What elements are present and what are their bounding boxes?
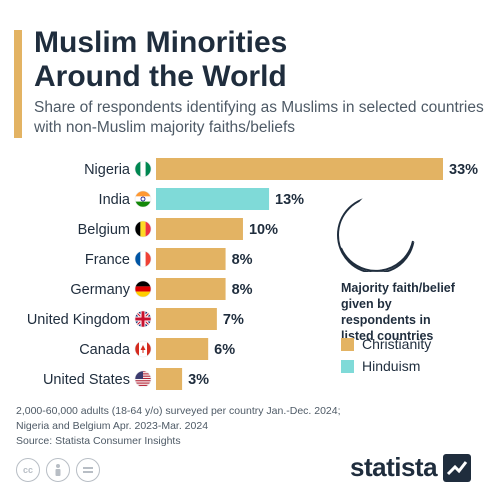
bar-united-kingdom [156,308,217,330]
value-label: 8% [232,252,253,268]
survey-footnote: 2,000-60,000 adults (18-64 y/o) surveyed… [16,404,396,434]
statista-logo[interactable]: statista [350,452,472,483]
bar-germany [156,278,226,300]
bar-india [156,188,270,210]
footnote-line2: Nigeria and Belgium Apr. 2023-Mar. 2024 [16,420,209,432]
value-label: 8% [232,282,253,298]
legend-label-christianity: Christianity [362,336,432,352]
nd-icon[interactable] [76,458,100,482]
category-label: India [99,192,131,208]
india-flag-icon [134,190,152,208]
chart-title-line2: Around the World [34,60,287,93]
license-icons: cc [16,458,106,482]
title-accent-bar [14,30,22,138]
category-label: Germany [70,282,130,298]
cc-icon[interactable]: cc [16,458,40,482]
us-flag-icon [134,370,152,388]
value-label: 7% [223,312,244,328]
belgium-flag-icon [134,220,152,238]
germany-flag-icon [134,280,152,298]
canada-flag-icon [134,340,152,358]
bar-chart: Nigeria 33% India 13% Belgium 10% France 8% Germ… [27,158,478,390]
statista-logo-icon [443,453,472,482]
category-label: Belgium [78,222,130,238]
value-label: 33% [449,162,478,178]
bar-france [156,248,226,270]
uk-flag-icon [134,310,152,328]
legend-label-hinduism: Hinduism [362,358,421,374]
value-label: 13% [275,192,304,208]
footnote-line1: 2,000-60,000 adults (18-64 y/o) surveyed… [16,405,341,417]
value-label: 6% [214,342,235,358]
legend-swatch-hinduism [341,359,354,373]
category-label: United States [43,372,130,388]
france-flag-icon [134,250,152,268]
legend: Majority faith/belief given by responden… [331,272,467,384]
bar-belgium [156,218,243,240]
legend-item-christianity: Christianity [341,336,431,352]
value-label: 3% [188,372,209,388]
nigeria-flag-icon [134,160,152,178]
source-note: Source: Statista Consumer Insights [16,435,181,447]
legend-title: Majority faith/belief given by responden… [341,281,455,343]
by-icon[interactable] [46,458,70,482]
bar-united-states [156,368,183,390]
category-label: France [85,252,130,268]
bar-nigeria [156,158,443,180]
category-label: Nigeria [84,162,131,178]
category-label: United Kingdom [27,312,130,328]
chart-subtitle: Share of respondents identifying as Musl… [34,99,484,136]
bar-canada [156,338,209,360]
statista-wordmark: statista [350,452,438,482]
chart-title-line1: Muslim Minorities [34,26,288,59]
legend-item-hinduism: Hinduism [341,358,420,374]
category-label: Canada [79,342,131,358]
legend-swatch-christianity [341,337,354,351]
crescent-moon-icon [337,196,415,274]
chart-title: Muslim Minorities Around the World [34,26,474,94]
value-label: 10% [249,222,278,238]
